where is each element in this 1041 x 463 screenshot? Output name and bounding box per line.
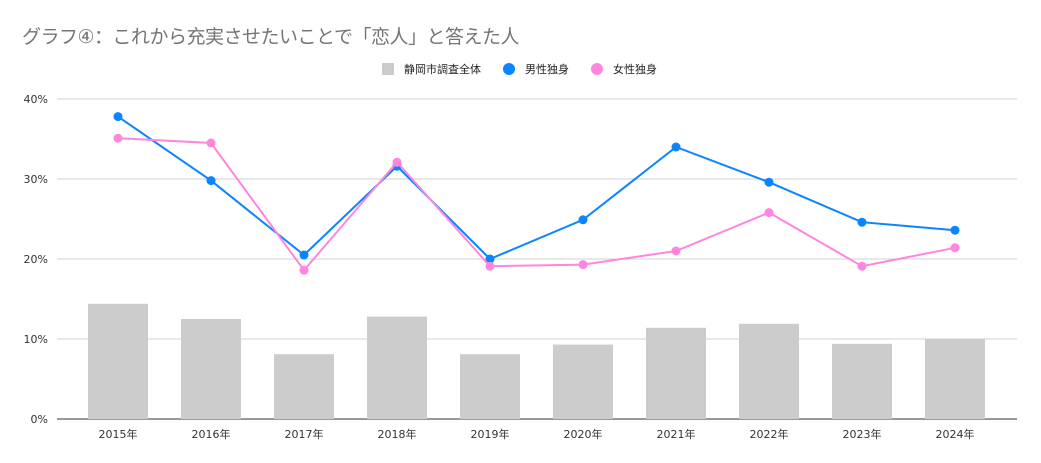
legend-label: 男性独身 (525, 63, 569, 76)
legend-label: 静岡市調査全体 (404, 63, 481, 76)
series-line (117, 115, 956, 261)
legend-swatch (382, 63, 394, 75)
y-tick-label: 10% (24, 333, 48, 346)
bar (739, 323, 799, 419)
x-tick-label: 2021年 (657, 427, 696, 441)
bar (88, 303, 148, 419)
x-tick-label: 2017年 (285, 427, 324, 441)
data-point (578, 260, 588, 270)
legend-swatch (591, 63, 603, 75)
data-point (671, 142, 681, 152)
data-point (485, 261, 495, 271)
data-point (113, 112, 123, 122)
chart-title: グラフ④：これから充実させたいことで「恋人」と答えた人 (22, 26, 519, 48)
series-line (117, 137, 956, 272)
data-point (206, 176, 216, 186)
legend-label: 女性独身 (613, 63, 657, 76)
x-tick-label: 2020年 (564, 427, 603, 441)
y-tick-label: 40% (24, 93, 48, 106)
x-tick-label: 2016年 (192, 427, 231, 441)
legend-swatch (503, 63, 515, 75)
bar (832, 343, 892, 419)
x-tick-label: 2024年 (936, 427, 975, 441)
bar (181, 319, 241, 419)
data-point (857, 261, 867, 271)
y-tick-label: 30% (24, 173, 48, 186)
data-point (857, 217, 867, 227)
x-tick-label: 2022年 (750, 427, 789, 441)
legend-item-female: 女性独身 (591, 61, 657, 77)
data-point (113, 133, 123, 143)
x-tick-label: 2018年 (378, 427, 417, 441)
data-point (578, 215, 588, 225)
y-tick-label: 0% (31, 413, 48, 426)
bar (646, 327, 706, 419)
legend: 静岡市調査全体 男性独身 女性独身 (382, 61, 679, 77)
bar (274, 354, 334, 419)
bar (367, 316, 427, 419)
x-tick-label: 2015年 (99, 427, 138, 441)
data-point (299, 250, 309, 260)
data-point (206, 138, 216, 148)
data-point (485, 254, 495, 264)
bar (553, 344, 613, 419)
bar (925, 339, 985, 419)
bar (460, 354, 520, 419)
legend-item-male: 男性独身 (503, 61, 569, 77)
data-point (764, 208, 774, 218)
x-tick-label: 2019年 (471, 427, 510, 441)
x-tick-label: 2023年 (843, 427, 882, 441)
y-tick-label: 20% (24, 253, 48, 266)
data-point (671, 246, 681, 256)
data-point (392, 157, 402, 167)
data-point (950, 243, 960, 253)
data-point (299, 265, 309, 275)
data-point (764, 177, 774, 187)
legend-item-total: 静岡市調査全体 (382, 61, 481, 77)
data-point (950, 225, 960, 235)
